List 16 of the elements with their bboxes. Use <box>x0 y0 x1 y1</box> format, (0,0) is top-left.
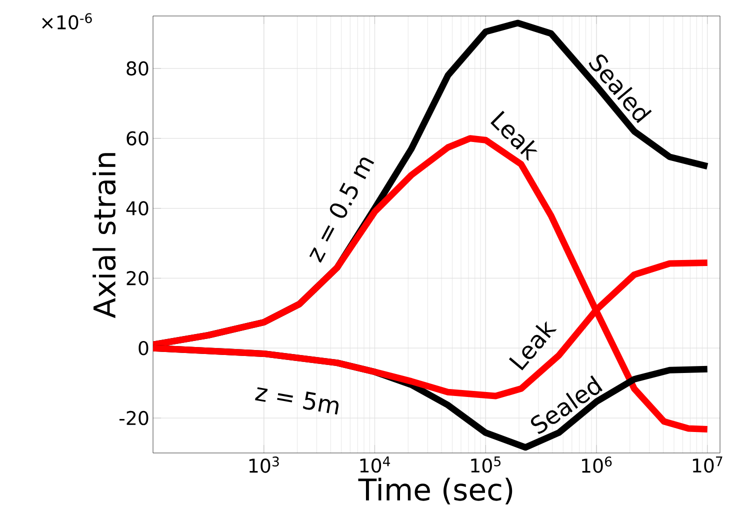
y-tick-label: 60 <box>126 131 148 146</box>
x-tick-label: 10$^{6}$ <box>582 456 612 473</box>
y-tick-label: 80 <box>126 61 148 76</box>
x-tick-label: 10$^{4}$ <box>360 456 390 473</box>
x-tick-label: 10$^{5}$ <box>471 456 500 473</box>
x-axis-title: Time (sec) <box>358 478 512 504</box>
y-tick-label: 20 <box>126 271 148 286</box>
x-tick-label: 10$^{3}$ <box>249 456 279 473</box>
y-axis-title: Axial strain <box>92 153 116 318</box>
x-tick-label: 10$^{7}$ <box>692 456 722 473</box>
y-tick-label: -20 <box>119 410 148 426</box>
annotation: z = 0.5 m <box>309 158 374 263</box>
y-tick-label: 0 <box>138 340 148 356</box>
y-tick-label: 40 <box>126 201 148 216</box>
annotation: z = 5m <box>255 387 339 415</box>
text: ×10$^{-6}$ <box>42 13 92 30</box>
